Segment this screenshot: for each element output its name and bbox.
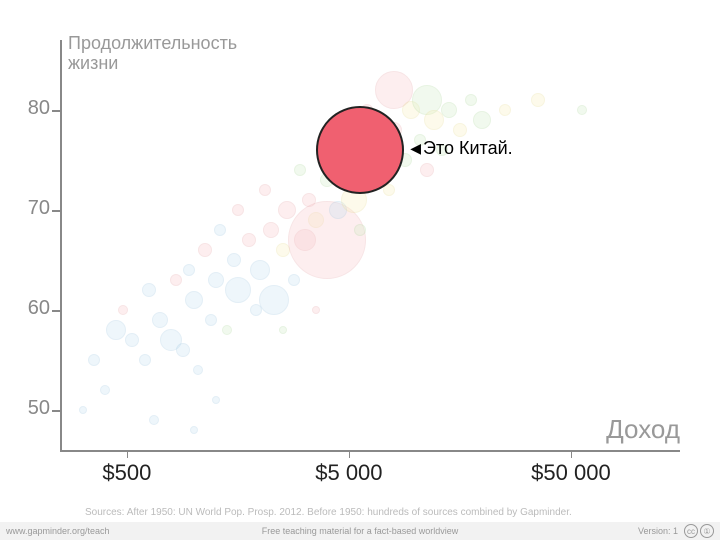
data-bubble — [170, 274, 182, 286]
sources-text: Sources: After 1950: UN World Pop. Prosp… — [85, 507, 572, 518]
y-tick-label: 50 — [0, 397, 50, 420]
data-bubble — [531, 93, 545, 107]
data-bubble — [208, 272, 224, 288]
data-bubble — [152, 312, 168, 328]
data-bubble — [263, 222, 279, 238]
highlight-annotation: ◀Это Китай. — [410, 138, 512, 159]
y-tick-label: 60 — [0, 297, 50, 320]
annotation-text: Это Китай. — [423, 138, 513, 158]
y-tick-label: 80 — [0, 97, 50, 120]
data-bubble — [288, 274, 300, 286]
data-bubble — [222, 325, 232, 335]
data-bubble — [198, 243, 212, 257]
data-bubble — [190, 426, 198, 434]
annotation-pointer-icon: ◀ — [410, 140, 421, 157]
data-bubble — [176, 343, 190, 357]
data-bubble — [312, 306, 320, 314]
x-tick-label: $5 000 — [315, 460, 382, 486]
data-bubble — [278, 201, 296, 219]
chart-area — [60, 50, 660, 450]
data-bubble — [193, 365, 203, 375]
data-bubble — [232, 204, 244, 216]
y-tick — [52, 210, 60, 212]
y-tick — [52, 110, 60, 112]
data-bubble — [214, 224, 226, 236]
data-bubble — [279, 326, 287, 334]
data-bubble — [250, 260, 270, 280]
data-bubble — [106, 320, 126, 340]
data-bubble — [118, 305, 128, 315]
data-bubble — [225, 277, 251, 303]
y-axis-title: Продолжительностьжизни — [68, 34, 237, 74]
data-bubble — [79, 406, 87, 414]
footer-bar: www.gapminder.org/teach Free teaching ma… — [0, 522, 720, 540]
data-bubble — [125, 333, 139, 347]
data-bubble — [212, 396, 220, 404]
x-tick-label: $500 — [102, 460, 151, 486]
y-axis-line — [60, 40, 62, 450]
data-bubble — [259, 184, 271, 196]
data-bubble — [139, 354, 151, 366]
data-bubble — [420, 163, 434, 177]
data-bubble — [577, 105, 587, 115]
x-axis-title: Доход — [606, 414, 680, 445]
highlight-bubble — [316, 106, 404, 194]
data-bubble — [183, 264, 195, 276]
data-bubble — [185, 291, 203, 309]
x-tick — [349, 450, 351, 458]
x-axis-line — [60, 450, 680, 452]
data-bubble — [242, 233, 256, 247]
data-bubble — [259, 285, 289, 315]
y-tick-label: 70 — [0, 197, 50, 220]
y-tick — [52, 310, 60, 312]
chart-stage: Продолжительностьжизни Доход ◀Это Китай.… — [0, 0, 720, 540]
x-tick — [127, 450, 129, 458]
data-bubble — [465, 94, 477, 106]
data-bubble — [100, 385, 110, 395]
data-bubble — [424, 110, 444, 130]
data-bubble — [441, 102, 457, 118]
data-bubble — [149, 415, 159, 425]
x-tick-label: $50 000 — [531, 460, 611, 486]
data-bubble — [227, 253, 241, 267]
data-bubble — [499, 104, 511, 116]
x-tick — [571, 450, 573, 458]
data-bubble — [205, 314, 217, 326]
data-bubble — [453, 123, 467, 137]
data-bubble — [88, 354, 100, 366]
data-bubble — [354, 224, 366, 236]
y-tick — [52, 410, 60, 412]
data-bubble — [473, 111, 491, 129]
data-bubble — [142, 283, 156, 297]
footer-mid: Free teaching material for a fact-based … — [0, 526, 720, 536]
data-bubble — [294, 164, 306, 176]
